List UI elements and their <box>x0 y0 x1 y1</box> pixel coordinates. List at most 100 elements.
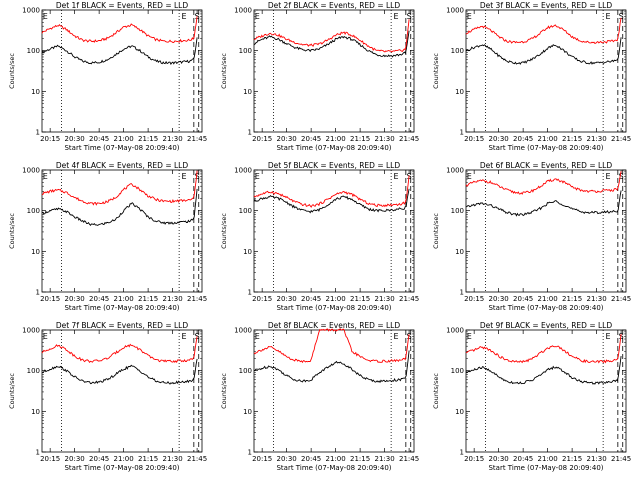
y-axis-label: Counts/sec <box>8 53 16 89</box>
plot-frame <box>253 329 415 453</box>
lld-series-line <box>253 328 410 364</box>
y-tick-label: 1 <box>36 449 40 457</box>
x-tick-label: 21:00 <box>538 135 558 143</box>
x-tick-label: 21:45 <box>611 295 631 303</box>
y-tick-label: 1000 <box>22 327 40 335</box>
x-tick-label: 21:15 <box>350 135 370 143</box>
y-tick-label: 10 <box>31 88 40 96</box>
chart-title: Det 9f BLACK = Events, RED = LLD <box>480 321 613 330</box>
e-marker-label: E <box>255 12 260 21</box>
y-tick-label: 1 <box>460 289 464 297</box>
x-tick-label: 20:15 <box>252 295 272 303</box>
e-marker-label: E <box>467 172 472 181</box>
e-marker-label: E <box>255 332 260 341</box>
x-tick-label: 21:30 <box>375 135 395 143</box>
x-tick-label: 21:45 <box>611 455 631 463</box>
x-axis-label: Start Time (07-May-08 20:09:40) <box>488 304 603 312</box>
chart-panel-8: Det 8f BLACK = Events, RED = LLD 1 10 100 10… <box>220 321 419 472</box>
x-tick-label: 20:15 <box>464 455 484 463</box>
x-tick-label: 20:45 <box>513 455 533 463</box>
events-series-line <box>253 350 410 384</box>
e-marker-label: E <box>43 12 48 21</box>
x-tick-label: 21:30 <box>163 455 183 463</box>
x-tick-label: 20:15 <box>40 295 60 303</box>
lld-series-line <box>41 16 198 43</box>
x-tick-label: 20:15 <box>252 455 272 463</box>
x-tick-label: 20:45 <box>301 135 321 143</box>
x-tick-label: 21:00 <box>114 455 134 463</box>
y-axis-label: Counts/sec <box>8 373 16 409</box>
chart-title: Det 7f BLACK = Events, RED = LLD <box>56 321 189 330</box>
x-tick-label: 20:45 <box>89 295 109 303</box>
chart-panel-6: Det 6f BLACK = Events, RED = LLD 1 10 100 10… <box>432 161 631 312</box>
x-tick-label: 20:45 <box>513 295 533 303</box>
plot-frame <box>465 169 627 293</box>
chart-panel-9: Det 9f BLACK = Events, RED = LLD 1 10 100 10… <box>432 321 631 472</box>
x-tick-label: 20:30 <box>489 455 509 463</box>
y-axis-label: Counts/sec <box>220 53 228 89</box>
y-tick-label: 100 <box>451 367 464 375</box>
x-tick-label: 21:00 <box>326 455 346 463</box>
x-tick-label: 21:30 <box>375 295 395 303</box>
e-marker-label: E <box>394 332 399 341</box>
events-series-line <box>465 37 622 65</box>
chart-panel-1: Det 1f BLACK = Events, RED = LLD 1 10 100 10… <box>8 1 207 152</box>
lld-series-line <box>253 19 410 53</box>
x-tick-label: 21:00 <box>326 295 346 303</box>
x-tick-label: 20:30 <box>65 135 85 143</box>
events-series-line <box>253 30 410 58</box>
x-tick-label: 20:15 <box>40 455 60 463</box>
y-tick-label: 10 <box>243 248 252 256</box>
x-tick-label: 21:15 <box>138 295 158 303</box>
events-series-line <box>41 37 198 65</box>
e-marker-label: E <box>606 172 611 181</box>
x-tick-label: 20:45 <box>89 135 109 143</box>
x-tick-label: 20:30 <box>65 455 85 463</box>
plot-frame <box>41 9 203 133</box>
e-marker-label: E <box>43 332 48 341</box>
x-tick-label: 21:00 <box>114 295 134 303</box>
x-axis-label: Start Time (07-May-08 20:09:40) <box>276 144 391 152</box>
x-tick-label: 21:15 <box>138 135 158 143</box>
events-series-line <box>42 188 198 227</box>
s-marker-label: S <box>195 172 200 181</box>
x-tick-label: 20:30 <box>489 295 509 303</box>
x-tick-label: 21:45 <box>399 295 419 303</box>
x-tick-label: 21:15 <box>562 135 582 143</box>
y-tick-label: 1 <box>248 289 252 297</box>
y-tick-label: 1 <box>460 449 464 457</box>
chart-panel-3: Det 3f BLACK = Events, RED = LLD 1 10 100 10… <box>432 1 631 152</box>
x-axis-label: Start Time (07-May-08 20:09:40) <box>276 464 391 472</box>
chart-title: Det 2f BLACK = Events, RED = LLD <box>268 1 401 10</box>
y-tick-label: 1 <box>36 289 40 297</box>
y-tick-label: 100 <box>27 367 40 375</box>
y-tick-label: 10 <box>31 408 40 416</box>
x-tick-label: 21:30 <box>587 455 607 463</box>
s-marker-label: S <box>619 12 624 21</box>
x-tick-label: 20:30 <box>489 135 509 143</box>
y-tick-label: 100 <box>27 47 40 55</box>
e-marker-label: E <box>182 172 187 181</box>
x-tick-label: 20:15 <box>40 135 60 143</box>
x-tick-label: 21:30 <box>587 295 607 303</box>
y-tick-label: 10 <box>243 88 252 96</box>
x-tick-label: 21:15 <box>562 455 582 463</box>
y-axis-label: Counts/sec <box>8 213 16 249</box>
e-marker-label: E <box>467 332 472 341</box>
y-tick-label: 10 <box>455 88 464 96</box>
chart-panel-5: Det 5f BLACK = Events, RED = LLD 1 10 100 10… <box>220 161 419 312</box>
y-tick-label: 10 <box>455 248 464 256</box>
x-tick-label: 20:45 <box>301 295 321 303</box>
chart-panel-2: Det 2f BLACK = Events, RED = LLD 1 10 100 10… <box>220 1 419 152</box>
plot-frame <box>465 329 627 453</box>
e-marker-label: E <box>182 332 187 341</box>
x-axis-label: Start Time (07-May-08 20:09:40) <box>64 144 179 152</box>
y-tick-label: 1 <box>460 129 464 137</box>
lld-series-line <box>253 175 410 208</box>
e-marker-label: E <box>467 12 472 21</box>
y-tick-label: 1000 <box>234 327 252 335</box>
x-tick-label: 21:45 <box>399 455 419 463</box>
x-tick-label: 21:15 <box>138 455 158 463</box>
x-axis-label: Start Time (07-May-08 20:09:40) <box>64 464 179 472</box>
x-tick-label: 21:30 <box>163 135 183 143</box>
